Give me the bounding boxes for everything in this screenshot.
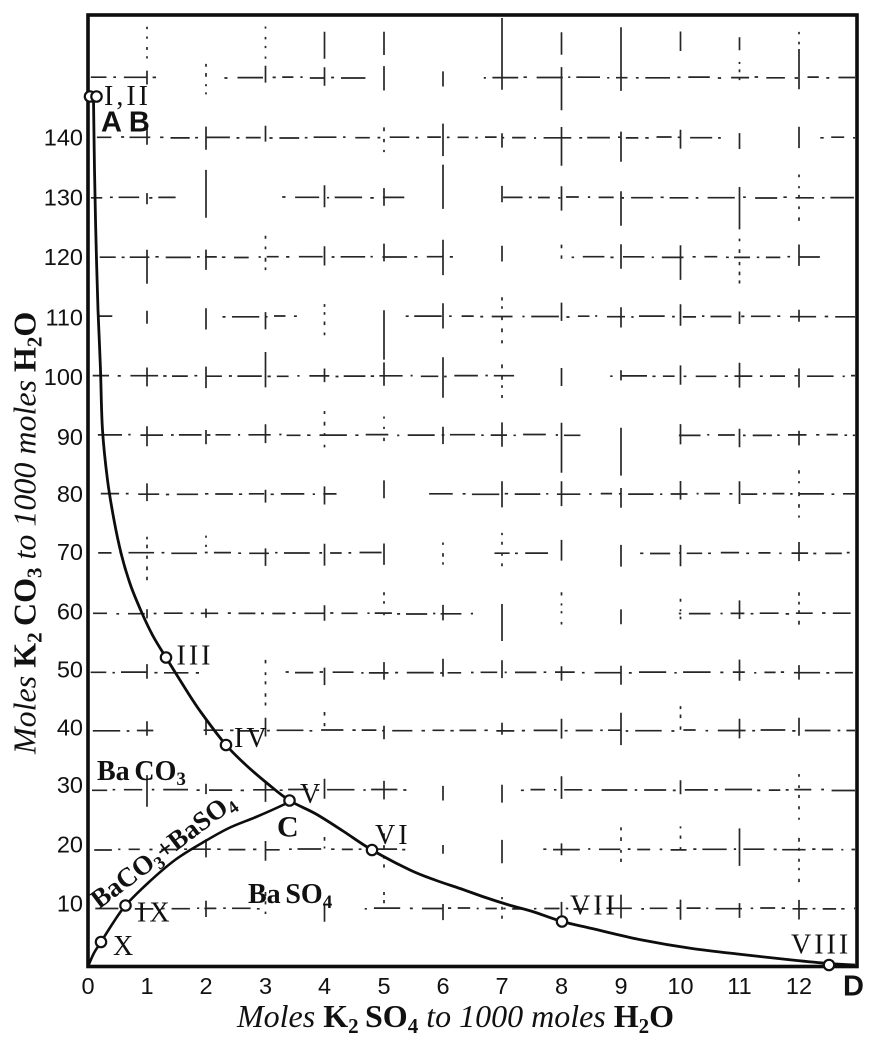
svg-text:III: III — [177, 641, 214, 672]
svg-text:8: 8 — [555, 973, 568, 999]
svg-text:VII: VII — [570, 891, 618, 922]
svg-text:IX: IX — [137, 898, 173, 929]
svg-text:I,II: I,II — [104, 81, 151, 112]
svg-text:40: 40 — [57, 715, 83, 741]
svg-text:Moles K2 CO3 to 1000 moles H2O: Moles K2 CO3 to 1000 moles H2O — [7, 312, 47, 755]
svg-text:D: D — [843, 971, 864, 1003]
svg-text:70: 70 — [57, 539, 83, 565]
svg-text:A B: A B — [101, 107, 150, 139]
svg-text:5: 5 — [377, 973, 390, 999]
svg-text:9: 9 — [614, 973, 627, 999]
svg-text:80: 80 — [57, 481, 83, 507]
svg-text:60: 60 — [57, 599, 83, 625]
svg-text:6: 6 — [436, 973, 449, 999]
svg-text:V: V — [300, 779, 323, 810]
svg-text:11: 11 — [727, 973, 751, 999]
svg-text:3: 3 — [259, 973, 272, 999]
svg-text:VIII: VIII — [791, 930, 851, 961]
svg-text:X: X — [113, 931, 136, 962]
svg-text:20: 20 — [57, 832, 83, 858]
svg-text:130: 130 — [44, 185, 83, 211]
svg-text:90: 90 — [57, 424, 83, 450]
svg-text:Moles K2 SO4 to 1000 moles H2O: Moles K2 SO4 to 1000 moles H2O — [236, 998, 674, 1038]
svg-text:50: 50 — [57, 657, 83, 683]
svg-text:100: 100 — [44, 364, 83, 390]
svg-text:2: 2 — [199, 973, 212, 999]
svg-text:110: 110 — [46, 305, 83, 331]
svg-text:VI: VI — [375, 820, 411, 851]
svg-text:Ba CO3: Ba CO3 — [97, 756, 186, 790]
svg-text:30: 30 — [57, 772, 83, 798]
svg-text:10: 10 — [57, 891, 83, 917]
svg-text:Ba SO4: Ba SO4 — [248, 879, 333, 913]
svg-text:12: 12 — [786, 973, 812, 999]
svg-text:IV: IV — [234, 723, 270, 754]
svg-text:7: 7 — [495, 973, 508, 999]
svg-text:4: 4 — [318, 973, 331, 999]
svg-text:140: 140 — [44, 125, 83, 151]
svg-text:0: 0 — [81, 973, 94, 999]
svg-text:1: 1 — [140, 973, 153, 999]
svg-text:C: C — [277, 811, 299, 844]
svg-text:10: 10 — [667, 973, 693, 999]
svg-text:120: 120 — [44, 244, 83, 270]
